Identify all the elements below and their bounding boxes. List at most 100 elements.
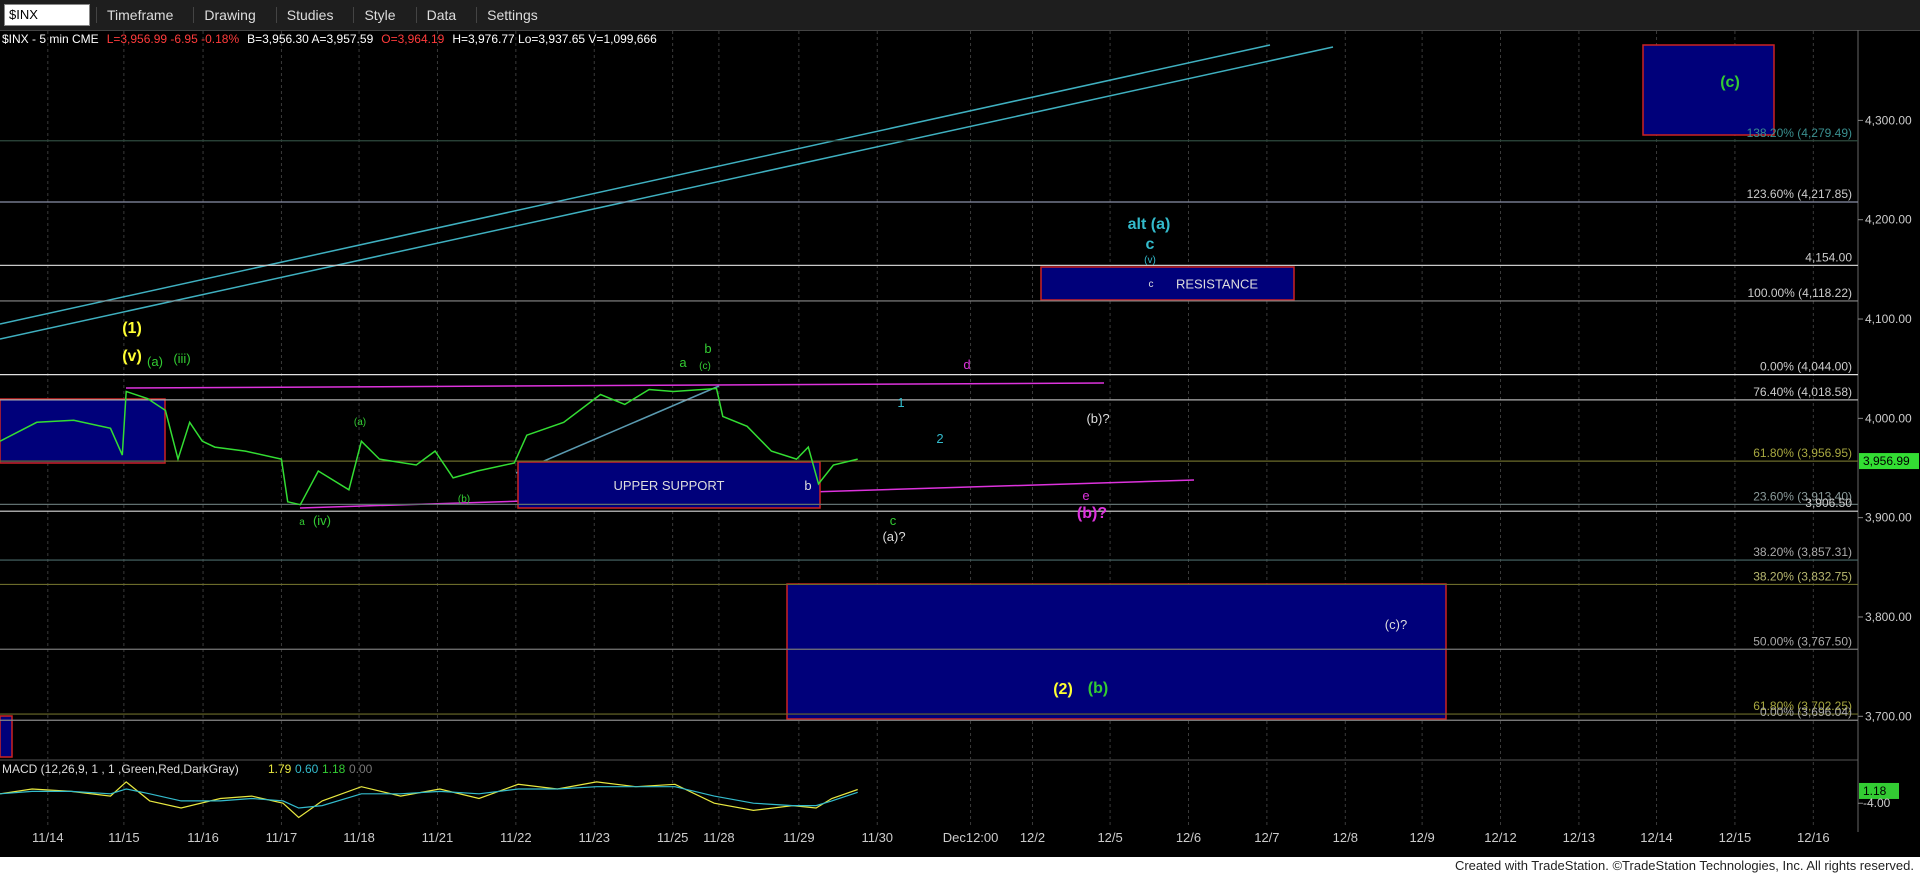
x-tick-label: 11/15 [108, 830, 140, 845]
y-tick-label: 3,700.00 [1865, 709, 1912, 723]
macd-label: MACD (12,26,9, 1 , 1 ,Green,Red,DarkGray… [2, 762, 239, 776]
zone-label: UPPER SUPPORT [613, 478, 724, 493]
price-line [0, 387, 858, 506]
macd-readout: 1.79 [268, 762, 292, 776]
wave-label: a [299, 517, 305, 528]
chart: 11/14 11/15 11/16 11/17 11/18 11/21 11/22 11/23… [0, 30, 1919, 845]
macd-tick-label: -4.00 [1863, 796, 1891, 810]
x-tick-label: 11/18 [343, 830, 375, 845]
level-label: 61.80% (3,956.95) [1753, 446, 1852, 460]
macd-tick-label: 1.18 [1863, 784, 1887, 798]
zone-label: RESISTANCE [1176, 277, 1258, 292]
x-tick-label: 12/7 [1254, 830, 1279, 845]
wave-label: e [1082, 488, 1089, 503]
y-tick-label: 3,900.00 [1865, 511, 1912, 525]
menu[interactable]: Timeframe [96, 7, 187, 23]
macd-line [0, 786, 858, 809]
level-label: 76.40% (4,018.58) [1753, 385, 1852, 399]
wave-label: (b) [458, 494, 470, 505]
trend-line [515, 385, 720, 474]
x-tick-label: 12/9 [1409, 830, 1434, 845]
wave-label: (2) [1053, 681, 1073, 698]
wave-label: alt (a) [1128, 216, 1171, 233]
x-tick-label: 11/25 [657, 830, 689, 845]
menu[interactable]: Settings [476, 7, 552, 23]
footer: Created with TradeStation. ©TradeStation… [0, 857, 1920, 875]
menu[interactable]: Data [415, 7, 471, 23]
trend-line [0, 44, 1271, 325]
trend-line [125, 382, 1105, 389]
wave-label: (a) [354, 417, 366, 428]
toolbar: $INX Timeframe Drawing Studies Style Dat… [0, 0, 1920, 31]
x-tick-label: 12/12 [1484, 830, 1517, 845]
x-tick-label: 11/14 [32, 830, 64, 845]
level-label: 100.00% (4,118.22) [1747, 286, 1852, 300]
last-price-label: 3,956.99 [1863, 454, 1910, 468]
level-label: 61.80% (3,702.25) [1753, 699, 1852, 713]
level-label: 138.20% (4,279.49) [1747, 126, 1852, 140]
footer-text: Created with TradeStation. ©TradeStation… [1454, 858, 1914, 873]
wave-label: (b) [1088, 680, 1108, 697]
level-label: 123.60% (4,217.85) [1747, 187, 1852, 201]
zone-box [0, 398, 166, 464]
symbol-box[interactable]: $INX [4, 4, 90, 26]
wave-label: (a) [147, 354, 163, 369]
wave-label: (1) [122, 320, 142, 337]
wave-label: (a)? [882, 529, 905, 544]
macd-readout: 0.00 [349, 762, 373, 776]
wave-label: (v) [122, 348, 142, 365]
macd-tag [1859, 782, 1899, 799]
x-tick-label: 11/16 [187, 830, 219, 845]
wave-label: 2 [936, 431, 943, 446]
x-tick-label: 12/5 [1097, 830, 1122, 845]
wave-label: 1 [897, 395, 904, 410]
x-tick-label: Dec12:00 [943, 830, 999, 845]
x-tick-label: 11/29 [783, 830, 815, 845]
y-tick-label: 4,300.00 [1865, 113, 1912, 127]
level-label: 38.20% (3,857.31) [1753, 545, 1852, 559]
wave-label: b [804, 478, 811, 493]
x-tick-label: 12/16 [1797, 830, 1830, 845]
zone-box [0, 715, 13, 758]
x-tick-label: 12/15 [1719, 830, 1752, 845]
wave-label: (b)? [1077, 505, 1107, 522]
y-tick-label: 4,100.00 [1865, 312, 1912, 326]
last-price-tag [1859, 453, 1919, 470]
header-item: O=3,964.19 [381, 32, 444, 46]
wave-label: (c) [1720, 74, 1740, 91]
level-label: 38.20% (3,832.75) [1753, 569, 1852, 583]
y-tick-label: 4,200.00 [1865, 213, 1912, 227]
macd-line [0, 781, 858, 819]
zone-box [517, 461, 821, 509]
x-tick-label: 11/21 [422, 830, 454, 845]
y-tick-label: 3,800.00 [1865, 610, 1912, 624]
wave-label: c [1146, 236, 1155, 253]
macd-readout: 0.60 [295, 762, 319, 776]
wave-label: (iii) [173, 351, 190, 366]
wave-label: (b)? [1086, 411, 1109, 426]
menu[interactable]: Studies [275, 7, 348, 23]
x-tick-label: 12/14 [1640, 830, 1673, 845]
wave-label: (c) [699, 361, 711, 372]
x-tick-label: 11/23 [578, 830, 610, 845]
level-label: 0.00% (3,696.04) [1760, 705, 1852, 719]
level-label: 50.00% (3,767.50) [1753, 634, 1852, 648]
menu[interactable]: Style [353, 7, 409, 23]
wave-label: c [1149, 279, 1154, 290]
level-label: 0.00% (4,044.00) [1760, 360, 1852, 374]
header-item: $INX - 5 min CME [2, 32, 99, 46]
header-item: B=3,956.30 A=3,957.59 [247, 32, 373, 46]
wave-label: a [679, 355, 687, 370]
wave-label: d [963, 357, 970, 372]
zone-box [786, 583, 1447, 720]
x-tick-label: 11/22 [500, 830, 532, 845]
wave-label: (v) [1144, 255, 1156, 266]
header-info: $INX - 5 min CME L=3,956.99 -6.95 -0.18% B… [2, 32, 657, 46]
level-label: 3,906.50 [1805, 496, 1852, 510]
y-tick-label: 4,000.00 [1865, 411, 1912, 425]
x-tick-label: 11/28 [703, 830, 735, 845]
menu[interactable]: Drawing [193, 7, 269, 23]
wave-label: b [704, 341, 711, 356]
macd-readout: 1.18 [322, 762, 346, 776]
